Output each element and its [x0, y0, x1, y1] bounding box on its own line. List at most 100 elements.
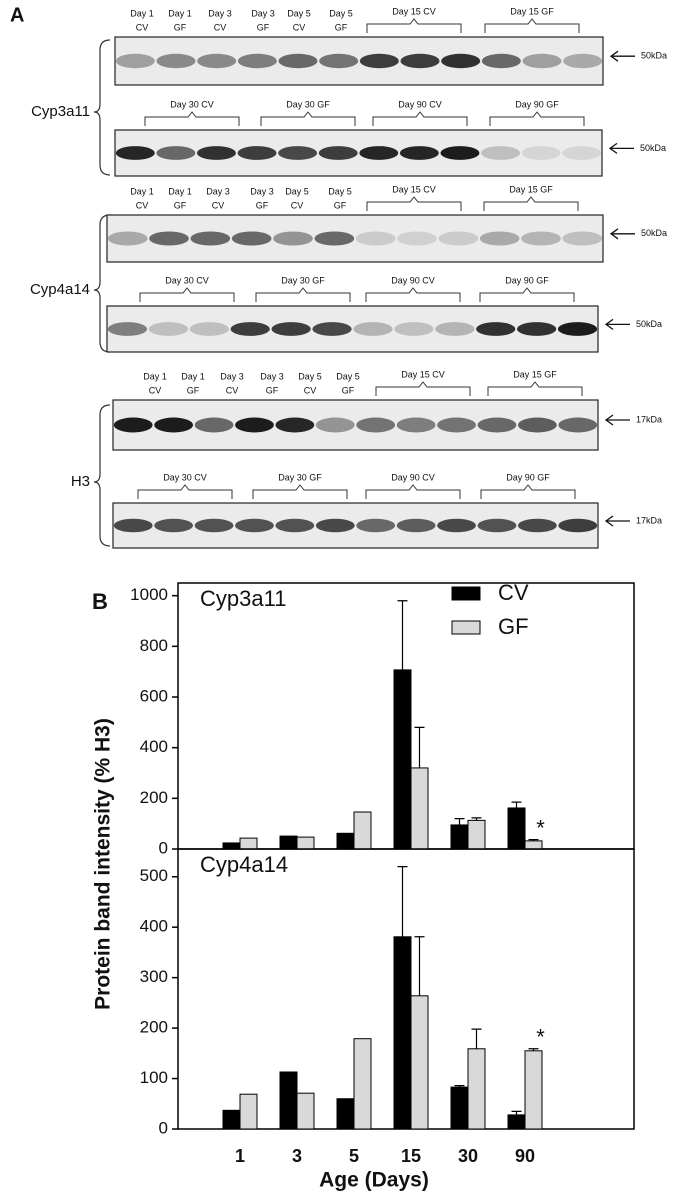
- bracket-label: Day 30 CV: [163, 472, 207, 482]
- band: [149, 231, 189, 246]
- band: [396, 417, 436, 433]
- lane-group: GF: [266, 385, 279, 395]
- band: [396, 518, 436, 533]
- x-axis-label: Age (Days): [319, 1169, 429, 1192]
- bracket-label: Day 30 CV: [165, 275, 209, 285]
- bracket: [484, 18, 580, 33]
- y-tick-label: 0: [159, 838, 168, 857]
- bracket: [480, 484, 576, 499]
- band: [107, 322, 148, 336]
- lane-day: Day 5: [328, 186, 352, 196]
- band: [271, 322, 311, 336]
- y-tick-label: 800: [140, 636, 168, 655]
- lane-group: CV: [304, 385, 317, 395]
- y-tick-label: 1000: [130, 585, 168, 604]
- error-bar: [397, 866, 408, 937]
- band: [400, 53, 440, 69]
- band: [563, 53, 603, 69]
- size-label: 17kDa: [636, 414, 662, 424]
- band: [477, 518, 517, 533]
- lane-group: GF: [187, 385, 200, 395]
- side-bracket: [93, 214, 111, 353]
- lane-day: Day 1: [168, 186, 192, 196]
- band: [278, 146, 318, 160]
- band: [557, 322, 598, 336]
- band: [394, 322, 434, 336]
- size-label: 50kDa: [640, 143, 666, 153]
- bar: [353, 811, 372, 850]
- lane-day: Day 3: [206, 186, 230, 196]
- y-tick-label: 200: [140, 1018, 168, 1037]
- protein-label: H3: [71, 473, 90, 490]
- size-label: 50kDa: [641, 51, 667, 61]
- error-bar: [471, 1028, 482, 1049]
- bar: [296, 1092, 315, 1130]
- bracket: [252, 484, 348, 499]
- bar: [222, 842, 241, 850]
- bracket-label: Day 90 CV: [398, 99, 442, 109]
- band: [196, 146, 236, 160]
- band: [237, 53, 277, 69]
- size-label: 17kDa: [636, 515, 662, 525]
- blot: [106, 305, 599, 353]
- band: [314, 231, 355, 246]
- legend-swatch: [451, 620, 481, 635]
- band: [437, 417, 476, 433]
- band: [235, 518, 274, 533]
- x-tick-label: 30: [458, 1146, 478, 1166]
- bracket: [479, 287, 575, 302]
- x-tick-label: 1: [235, 1146, 245, 1166]
- band: [438, 231, 479, 246]
- panel-label: B: [92, 589, 108, 614]
- band: [194, 518, 234, 533]
- panel-title: Cyp4a14: [200, 852, 288, 877]
- band: [113, 417, 153, 433]
- band: [315, 518, 355, 533]
- lane-group: CV: [136, 200, 149, 210]
- panel-title: Cyp3a11: [200, 586, 286, 611]
- x-tick-label: 90: [515, 1146, 535, 1166]
- x-tick-label: 15: [401, 1146, 421, 1166]
- bracket: [366, 18, 462, 33]
- y-tick-label: 0: [159, 1118, 168, 1137]
- bar: [450, 824, 469, 850]
- blot: [114, 129, 603, 177]
- band: [517, 518, 557, 533]
- bracket: [366, 196, 462, 211]
- bar: [222, 1109, 241, 1130]
- band: [477, 417, 517, 433]
- y-tick-label: 200: [140, 788, 168, 807]
- lane-group: GF: [334, 200, 347, 210]
- bar: [239, 1093, 258, 1130]
- bar: [410, 767, 429, 850]
- band: [113, 518, 153, 533]
- bracket-label: Day 90 CV: [391, 472, 435, 482]
- size-arrow: [604, 414, 630, 426]
- bar: [296, 836, 315, 850]
- lane-group: GF: [256, 200, 269, 210]
- lane-day: Day 1: [130, 8, 154, 18]
- error-bar: [511, 1110, 522, 1115]
- size-label: 50kDa: [641, 228, 667, 238]
- lane-day: Day 5: [298, 371, 322, 381]
- lane-day: Day 5: [329, 8, 353, 18]
- y-tick-label: 400: [140, 917, 168, 936]
- lane-group: GF: [335, 22, 348, 32]
- bracket-label: Day 90 GF: [505, 275, 549, 285]
- band: [230, 322, 270, 336]
- size-arrow: [604, 318, 630, 330]
- lane-group: CV: [149, 385, 162, 395]
- lane-group: CV: [291, 200, 304, 210]
- y-tick-label: 600: [140, 686, 168, 705]
- bar: [524, 1050, 543, 1130]
- bracket-label: Day 30 GF: [278, 472, 322, 482]
- band: [156, 146, 196, 160]
- bracket-label: Day 30 GF: [286, 99, 330, 109]
- error-bar: [414, 936, 425, 996]
- band: [107, 231, 148, 246]
- band: [319, 53, 359, 69]
- band: [359, 146, 399, 160]
- band: [437, 518, 476, 533]
- side-bracket: [93, 404, 111, 547]
- lane-group: GF: [257, 22, 270, 32]
